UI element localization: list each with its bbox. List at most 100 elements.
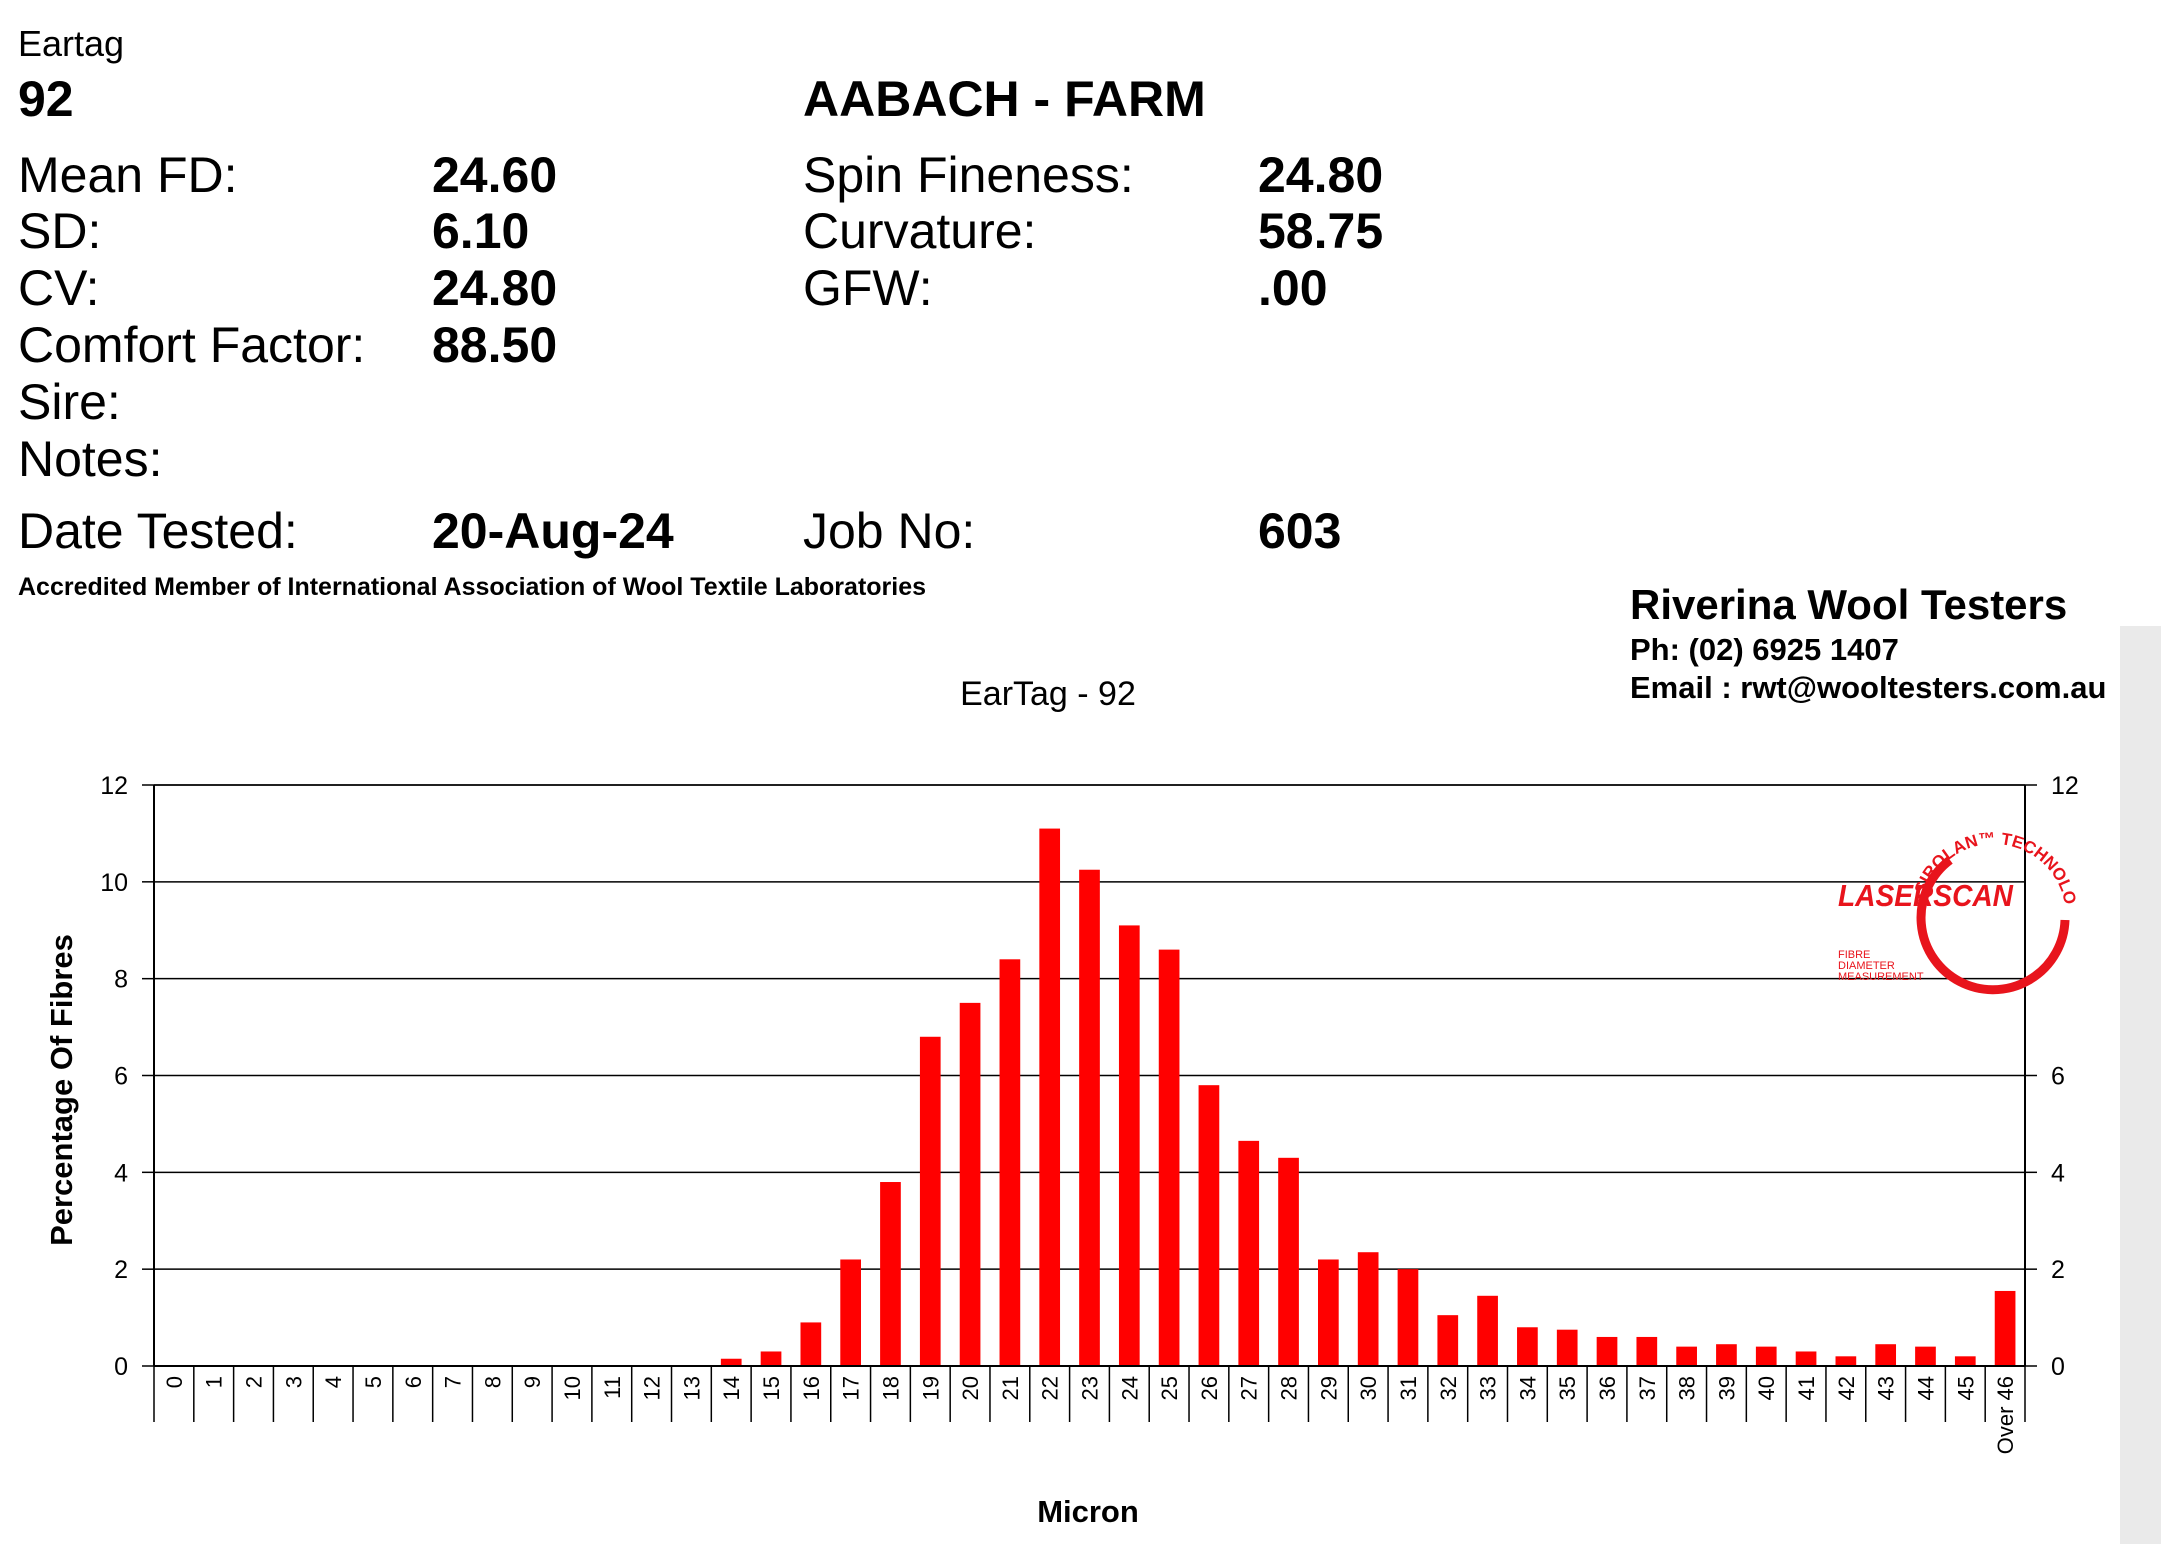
- bar: [1278, 1157, 1299, 1366]
- x-tick-label: 9: [520, 1376, 545, 1388]
- date-tested-value: 20-Aug-24: [432, 503, 674, 559]
- y-tick-label: 6: [114, 1063, 128, 1091]
- right-y-tick-label: 4: [2051, 1159, 2065, 1187]
- x-tick-label: 5: [361, 1376, 386, 1388]
- x-tick-label: 13: [679, 1376, 704, 1400]
- x-tick-label: 34: [1515, 1376, 1540, 1400]
- x-tick-label: 29: [1316, 1376, 1341, 1400]
- right-y-tick-label: 6: [2051, 1063, 2065, 1091]
- mean-fd-label: Mean FD:: [18, 147, 238, 203]
- x-tick-label: 24: [1117, 1376, 1142, 1400]
- x-tick-label: 37: [1635, 1376, 1660, 1400]
- y-tick-label: 8: [114, 966, 128, 994]
- bar: [1357, 1252, 1379, 1366]
- comfort-factor-value: 88.50: [432, 317, 558, 373]
- right-y-tick-label: 2: [2051, 1256, 2065, 1284]
- bar: [720, 1358, 742, 1366]
- bar: [1118, 925, 1140, 1366]
- x-tick-label: 6: [401, 1376, 426, 1388]
- bar: [1755, 1346, 1777, 1366]
- bar: [1477, 1295, 1498, 1366]
- x-tick-label: 40: [1754, 1376, 1779, 1400]
- x-tick-label: 30: [1356, 1376, 1381, 1400]
- bar: [959, 1002, 981, 1366]
- x-tick-label: 45: [1953, 1376, 1978, 1400]
- x-tick-label: 20: [958, 1376, 983, 1400]
- x-tick-label: 32: [1436, 1376, 1461, 1400]
- bar: [1795, 1351, 1817, 1366]
- bar: [1676, 1346, 1697, 1366]
- x-tick-label: 23: [1078, 1376, 1103, 1400]
- lab-email: Email : rwt@wooltesters.com.au: [1630, 670, 2107, 705]
- job-no-value: 603: [1258, 503, 1342, 559]
- accreditation-note: Accredited Member of International Assoc…: [18, 573, 927, 601]
- bar: [1915, 1346, 1936, 1366]
- gfw-label: GFW:: [803, 260, 933, 316]
- right-y-tick-label: 12: [2051, 772, 2079, 800]
- bar: [800, 1322, 822, 1366]
- sire-label: Sire:: [18, 374, 121, 430]
- axes: [142, 784, 2037, 1422]
- curvature-value: 58.75: [1258, 203, 1384, 259]
- x-tick-label: 14: [719, 1376, 744, 1400]
- x-tick-label: 22: [1038, 1376, 1063, 1400]
- bar: [1238, 1140, 1260, 1366]
- x-tick-label: 1: [202, 1376, 227, 1388]
- x-tick-label: 21: [998, 1376, 1023, 1400]
- x-tick-label: 41: [1794, 1376, 1819, 1400]
- x-tick-label: 42: [1834, 1376, 1859, 1400]
- bar: [1556, 1329, 1578, 1366]
- bar: [1835, 1356, 1857, 1366]
- farm-name: AABACH - FARM: [803, 71, 1206, 127]
- x-tick-label: 28: [1277, 1376, 1302, 1400]
- bar: [1875, 1344, 1897, 1366]
- x-tick-label: 43: [1874, 1376, 1899, 1400]
- x-tick-label: 35: [1555, 1376, 1580, 1400]
- x-tick-label: 0: [162, 1376, 187, 1388]
- bar: [1437, 1315, 1459, 1366]
- sd-label: SD:: [18, 203, 102, 259]
- bar: [1079, 869, 1100, 1366]
- x-tick-label: 17: [839, 1376, 864, 1400]
- cv-value: 24.80: [432, 260, 558, 316]
- x-tick-label: 38: [1675, 1376, 1700, 1400]
- x-tick-label: 2: [242, 1376, 267, 1388]
- x-tick-label: Over 46: [1993, 1376, 2018, 1454]
- logo-sub-2: DIAMETER: [1838, 960, 1895, 972]
- bar: [760, 1351, 782, 1366]
- bar: [1716, 1344, 1737, 1366]
- cv-label: CV:: [18, 260, 100, 316]
- job-no-label: Job No:: [803, 503, 976, 559]
- x-tick-label: 36: [1595, 1376, 1620, 1400]
- y-tick-label: 2: [114, 1256, 128, 1284]
- x-tick-label: 26: [1197, 1376, 1222, 1400]
- right-y-tick-label: 0: [2051, 1353, 2065, 1381]
- bar: [1517, 1327, 1538, 1366]
- x-tick-label: 25: [1157, 1376, 1182, 1400]
- x-tick-label: 10: [560, 1376, 585, 1400]
- date-tested-label: Date Tested:: [18, 503, 298, 559]
- y-tick-label: 12: [100, 772, 128, 800]
- bar: [919, 1036, 941, 1366]
- x-tick-label: 7: [441, 1376, 466, 1388]
- chart-title: EarTag - 92: [960, 675, 1136, 713]
- logo-ring: [1916, 856, 2070, 995]
- bar: [1636, 1336, 1658, 1366]
- gfw-value: .00: [1258, 260, 1328, 316]
- x-tick-label: 12: [640, 1376, 665, 1400]
- bar: [1596, 1336, 1618, 1366]
- lab-phone: Ph: (02) 6925 1407: [1630, 632, 1899, 667]
- x-tick-label: 44: [1913, 1376, 1938, 1400]
- x-tick-label: 39: [1714, 1376, 1739, 1400]
- laserscan-logo: SIROLAN™ TECHNOLOGY LASERSCAN FIBRE DIAM…: [1830, 825, 2080, 995]
- y-tick-label: 10: [100, 869, 128, 897]
- bar: [1039, 828, 1061, 1366]
- x-tick-label: 16: [799, 1376, 824, 1400]
- logo-brand: LASERSCAN: [1838, 878, 2014, 913]
- mean-fd-value: 24.60: [432, 147, 558, 203]
- y-axis-label: Percentage Of Fibres: [44, 934, 79, 1246]
- logo-sub-1: FIBRE: [1838, 949, 1870, 961]
- x-tick-label: 27: [1237, 1376, 1262, 1400]
- x-tick-label: 11: [600, 1376, 625, 1399]
